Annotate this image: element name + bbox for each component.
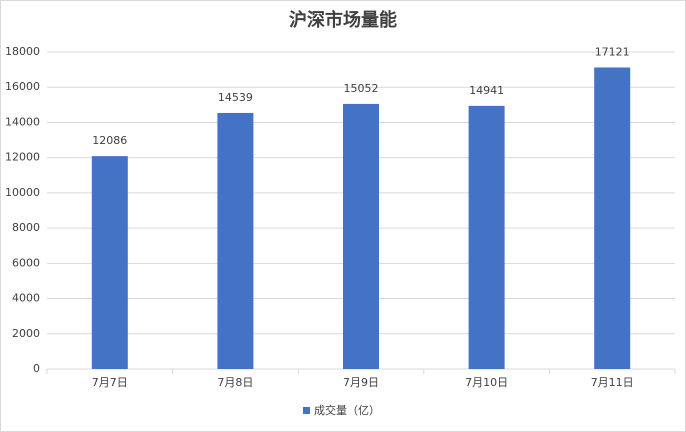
chart-title: 沪深市场量能 bbox=[289, 9, 397, 31]
y-tick-label: 10000 bbox=[5, 186, 40, 199]
y-tick-label: 4000 bbox=[12, 292, 40, 305]
y-tick-label: 2000 bbox=[12, 327, 40, 340]
bar bbox=[468, 105, 505, 370]
x-tick-label: 7月10日 bbox=[465, 376, 508, 389]
y-tick-label: 14000 bbox=[5, 115, 40, 128]
x-tick-label: 7月9日 bbox=[343, 376, 379, 389]
legend-swatch bbox=[303, 407, 310, 414]
data-label: 14941 bbox=[469, 84, 504, 97]
x-tick-label: 7月8日 bbox=[217, 376, 253, 389]
y-tick-label: 16000 bbox=[5, 80, 40, 93]
data-label: 12086 bbox=[92, 134, 127, 147]
x-tick-label: 7月7日 bbox=[92, 376, 128, 389]
data-label: 14539 bbox=[218, 91, 253, 104]
bar bbox=[91, 156, 128, 369]
bar bbox=[217, 112, 254, 369]
y-tick-label: 0 bbox=[33, 362, 40, 375]
data-label: 17121 bbox=[595, 45, 630, 58]
y-tick-label: 18000 bbox=[5, 45, 40, 58]
data-label: 15052 bbox=[344, 82, 379, 95]
y-tick-label: 12000 bbox=[5, 151, 40, 164]
bar bbox=[343, 103, 379, 370]
x-tick-label: 7月11日 bbox=[591, 376, 634, 389]
y-tick-label: 8000 bbox=[12, 221, 40, 234]
legend-label: 成交量（亿） bbox=[314, 403, 380, 417]
bar bbox=[594, 67, 631, 369]
y-tick-label: 6000 bbox=[12, 256, 40, 269]
